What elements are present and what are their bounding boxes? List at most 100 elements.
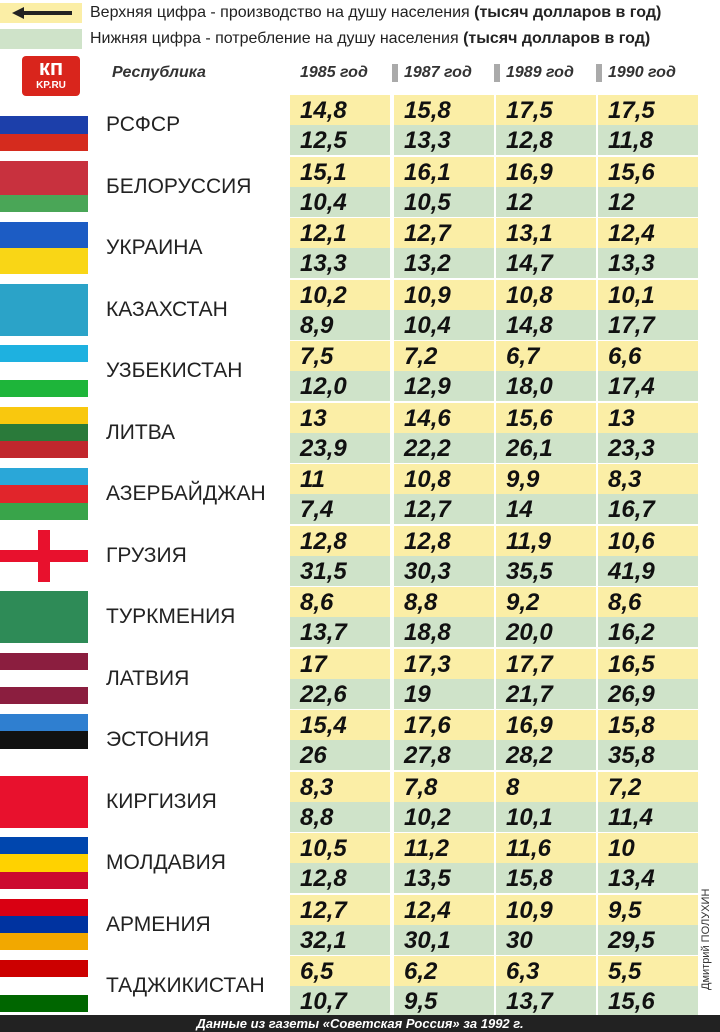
country-name: КАЗАХСТАН xyxy=(106,297,228,321)
consumption-value: 21,7 xyxy=(496,678,596,709)
consumption-value: 12,8 xyxy=(290,863,390,893)
column-header: Республика xyxy=(112,64,206,81)
consumption-value: 13,3 xyxy=(394,125,494,155)
production-value: 12,7 xyxy=(394,218,494,248)
legend-top: Верхняя цифра - производство на душу нас… xyxy=(0,2,720,24)
production-value: 10,5 xyxy=(290,833,390,863)
production-value: 5,5 xyxy=(598,956,698,986)
production-value: 10,1 xyxy=(598,279,698,310)
production-value: 11 xyxy=(290,464,390,494)
consumption-value: 16,2 xyxy=(598,617,698,647)
flag xyxy=(0,160,88,213)
production-value: 10,6 xyxy=(598,525,698,556)
legend-text: Верхняя цифра - производство на душу нас… xyxy=(90,4,470,21)
country-name: БЕЛОРУССИЯ xyxy=(106,174,252,198)
production-value: 16,9 xyxy=(496,710,596,740)
consumption-value: 10,2 xyxy=(394,801,494,832)
country-name: КИРГИЗИЯ xyxy=(106,789,217,813)
production-value: 6,3 xyxy=(496,956,596,986)
production-value: 16,9 xyxy=(496,156,596,187)
production-value: 13,1 xyxy=(496,218,596,248)
flag xyxy=(0,960,88,1012)
logo-site: KP.RU xyxy=(36,80,66,91)
production-value: 7,5 xyxy=(290,341,390,371)
consumption-value: 23,9 xyxy=(290,432,390,463)
consumption-value: 12,9 xyxy=(394,371,494,401)
consumption-value: 8,8 xyxy=(290,801,390,832)
flag xyxy=(0,714,88,766)
production-value: 12,7 xyxy=(290,894,390,925)
consumption-value: 19 xyxy=(394,678,494,709)
production-value: 15,8 xyxy=(394,95,494,125)
flag xyxy=(0,283,88,336)
consumption-value: 29,5 xyxy=(598,924,698,955)
footer: Данные из газеты «Советская Россия» за 1… xyxy=(0,1015,720,1032)
legend-unit: (тысяч долларов в год) xyxy=(463,30,651,47)
country-name: МОЛДАВИЯ xyxy=(106,851,226,874)
consumption-value: 10,1 xyxy=(496,801,596,832)
consumption-value: 13,2 xyxy=(394,248,494,278)
consumption-value: 12,5 xyxy=(290,125,390,155)
consumption-value: 18,0 xyxy=(496,371,596,401)
production-value: 10,8 xyxy=(394,464,494,494)
production-value: 16,1 xyxy=(394,156,494,187)
consumption-value: 17,4 xyxy=(598,371,698,401)
consumption-value: 22,6 xyxy=(290,678,390,709)
consumption-value: 13,3 xyxy=(598,248,698,278)
production-value: 7,2 xyxy=(394,341,494,371)
flag xyxy=(0,898,88,951)
consumption-value: 14,8 xyxy=(496,309,596,340)
credit: Дмитрий ПОЛУХИН xyxy=(700,888,712,990)
production-value: 11,9 xyxy=(496,525,596,556)
consumption-value: 26,9 xyxy=(598,678,698,709)
production-value: 9,9 xyxy=(496,464,596,494)
consumption-value: 12,8 xyxy=(496,125,596,155)
consumption-value: 30 xyxy=(496,924,596,955)
country-name: УКРАИНА xyxy=(106,236,203,259)
consumption-value: 26 xyxy=(290,740,390,770)
country-name: АРМЕНИЯ xyxy=(106,912,211,936)
production-value: 6,6 xyxy=(598,341,698,371)
production-value: 11,2 xyxy=(394,833,494,863)
production-value: 17,3 xyxy=(394,648,494,679)
flag xyxy=(0,837,88,889)
production-value: 13 xyxy=(290,402,390,433)
legend-bottom: Нижняя цифра - потребление на душу насел… xyxy=(0,28,720,50)
legend-unit: (тысяч долларов в год) xyxy=(474,4,662,21)
country-name: ТАДЖИКИСТАН xyxy=(106,974,265,997)
column-header: 1987 год xyxy=(404,64,472,81)
consumption-value: 10,4 xyxy=(290,186,390,217)
consumption-value: 22,2 xyxy=(394,432,494,463)
column-divider xyxy=(596,64,602,82)
production-value: 17,7 xyxy=(496,648,596,679)
production-value: 8,3 xyxy=(290,771,390,802)
consumption-value: 17,7 xyxy=(598,309,698,340)
production-value: 14,6 xyxy=(394,402,494,433)
production-value: 12,8 xyxy=(394,525,494,556)
consumption-value: 14,7 xyxy=(496,248,596,278)
consumption-value: 13,7 xyxy=(496,986,596,1016)
consumption-value: 12,7 xyxy=(394,494,494,524)
column-header: 1990 год xyxy=(608,64,676,81)
consumption-value: 12,0 xyxy=(290,371,390,401)
production-value: 10,8 xyxy=(496,279,596,310)
production-value: 8,6 xyxy=(598,587,698,617)
production-value: 9,2 xyxy=(496,587,596,617)
legend-text: Нижняя цифра - потребление на душу насел… xyxy=(90,30,459,47)
production-value: 15,6 xyxy=(598,156,698,187)
consumption-value: 15,6 xyxy=(598,986,698,1016)
country-name: ТУРКМЕНИЯ xyxy=(106,605,236,628)
consumption-value: 12 xyxy=(598,186,698,217)
production-value: 11,6 xyxy=(496,833,596,863)
column-divider xyxy=(494,64,500,82)
production-value: 12,4 xyxy=(394,894,494,925)
consumption-value: 13,3 xyxy=(290,248,390,278)
consumption-value: 10,4 xyxy=(394,309,494,340)
column-header: 1985 год xyxy=(300,64,368,81)
consumption-value: 13,7 xyxy=(290,617,390,647)
production-value: 8,8 xyxy=(394,587,494,617)
consumption-value: 13,4 xyxy=(598,863,698,893)
production-value: 17,5 xyxy=(598,95,698,125)
country-name: РСФСР xyxy=(106,113,181,136)
